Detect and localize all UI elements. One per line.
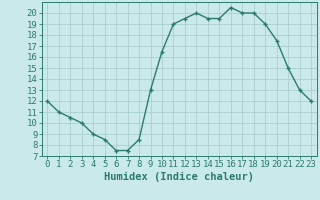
- X-axis label: Humidex (Indice chaleur): Humidex (Indice chaleur): [104, 172, 254, 182]
